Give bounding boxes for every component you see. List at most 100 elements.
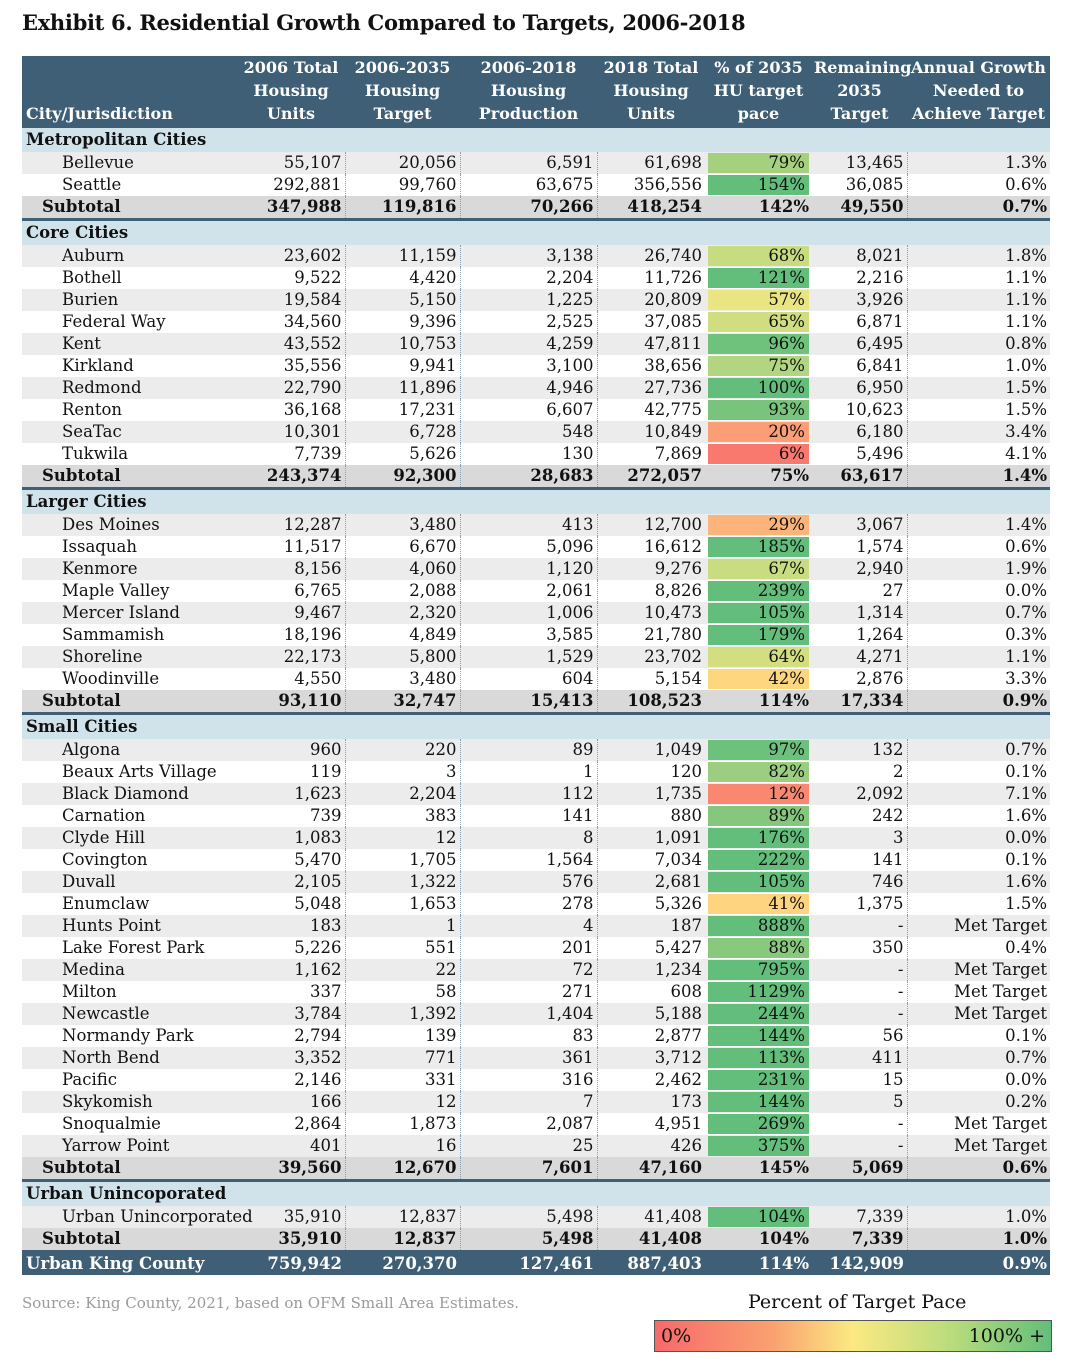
cell: 119,816 <box>345 196 461 221</box>
cell: 41,408 <box>597 1206 705 1228</box>
cell: 0.8% <box>907 333 1050 355</box>
cell: 5,188 <box>597 1003 705 1025</box>
cell: 1,264 <box>812 624 908 646</box>
pace-cell-fill: 65% <box>708 312 809 332</box>
cell: Met Target <box>907 1003 1050 1025</box>
cell: 39,560 <box>237 1157 346 1182</box>
pace-cell-fill: 795% <box>708 960 809 980</box>
cell: 1.1% <box>907 289 1050 311</box>
cell: 413 <box>460 514 598 536</box>
table-row: Federal Way 34,560 9,396 2,525 37,085 65% 6,87… <box>22 311 1050 333</box>
cell: 4,550 <box>237 668 346 690</box>
section-title: Core Cities <box>22 219 1050 245</box>
section-header: Metropolitan Cities <box>22 128 1050 152</box>
cell: 1.4% <box>907 465 1050 490</box>
cell: 183 <box>237 915 346 937</box>
table-row: Black Diamond 1,623 2,204 112 1,735 12% 2,092 7… <box>22 783 1050 805</box>
row-label: Redmond <box>22 377 237 399</box>
legend-high: 100% + <box>968 1325 1045 1347</box>
cell: 0.6% <box>907 536 1050 558</box>
cell: 4,420 <box>345 267 461 289</box>
cell: 11,159 <box>345 245 461 267</box>
cell: 1,234 <box>597 959 705 981</box>
cell: 1,529 <box>460 646 598 668</box>
row-label: Kenmore <box>22 558 237 580</box>
section-title: Small Cities <box>22 713 1050 739</box>
pace-cell-fill: 185% <box>708 537 809 557</box>
cell: 27 <box>812 580 908 602</box>
cell: 6,871 <box>812 311 908 333</box>
cell: 89 <box>460 739 598 761</box>
cell: 114% <box>705 690 812 715</box>
table-row: Tukwila 7,739 5,626 130 7,869 6% 5,496 4.1% <box>22 443 1050 465</box>
table-row: Duvall 2,105 1,322 576 2,681 105% 746 1.6% <box>22 871 1050 893</box>
table-row: SeaTac 10,301 6,728 548 10,849 20% 6,180 3.4% <box>22 421 1050 443</box>
cell: - <box>812 915 908 937</box>
cell: 6,180 <box>812 421 908 443</box>
row-label: Kent <box>22 333 237 355</box>
cell: 2,146 <box>237 1069 346 1091</box>
cell: 5,498 <box>460 1228 598 1253</box>
cell: 63,617 <box>812 465 908 490</box>
column-header: 2006 Total Housing Units <box>237 56 345 128</box>
cell: 0.9% <box>907 690 1050 715</box>
cell: 26,740 <box>597 245 705 267</box>
cell: 79% <box>705 152 812 174</box>
cell: 4 <box>460 915 598 937</box>
cell: 19,584 <box>237 289 346 311</box>
cell: 0.7% <box>907 602 1050 624</box>
pace-cell-fill: 105% <box>708 872 809 892</box>
cell: 108,523 <box>597 690 705 715</box>
column-header: % of 2035 HU target pace <box>705 56 812 128</box>
cell: 1.9% <box>907 558 1050 580</box>
pace-cell-fill: 68% <box>708 246 809 266</box>
cell: 9,396 <box>345 311 461 333</box>
cell: 5,226 <box>237 937 346 959</box>
cell: 3,784 <box>237 1003 346 1025</box>
cell: 1,705 <box>345 849 461 871</box>
cell: 337 <box>237 981 346 1003</box>
cell: 5,154 <box>597 668 705 690</box>
cell: 1,314 <box>812 602 908 624</box>
cell: 93% <box>705 399 812 421</box>
cell: 231% <box>705 1069 812 1091</box>
table-row: Beaux Arts Village 119 3 1 120 82% 2 0.1% <box>22 761 1050 783</box>
row-label: Federal Way <box>22 311 237 333</box>
row-label: Urban King County <box>22 1250 237 1275</box>
row-label: Sammamish <box>22 624 237 646</box>
subtotal-row: Subtotal 35,910 12,837 5,498 41,408 104% 7,339… <box>22 1228 1050 1253</box>
row-label: Subtotal <box>22 465 237 490</box>
cell: 22,790 <box>237 377 346 399</box>
cell: 67% <box>705 558 812 580</box>
cell: 3,067 <box>812 514 908 536</box>
cell: 739 <box>237 805 346 827</box>
cell: 1,735 <box>597 783 705 805</box>
row-label: North Bend <box>22 1047 237 1069</box>
cell: 132 <box>812 739 908 761</box>
table-row: Snoqualmie 2,864 1,873 2,087 4,951 269% - Met T… <box>22 1113 1050 1135</box>
cell: 15,413 <box>460 690 598 715</box>
cell: 142,909 <box>812 1250 907 1275</box>
cell: 3 <box>345 761 461 783</box>
cell: 166 <box>237 1091 346 1113</box>
table-row: Kenmore 8,156 4,060 1,120 9,276 67% 2,940 1.9% <box>22 558 1050 580</box>
cell: 5,427 <box>597 937 705 959</box>
cell: 0.6% <box>907 1157 1050 1182</box>
row-label: Woodinville <box>22 668 237 690</box>
cell: 75% <box>705 355 812 377</box>
cell: 144% <box>705 1025 812 1047</box>
cell: 5,326 <box>597 893 705 915</box>
cell: - <box>812 1003 908 1025</box>
cell: - <box>812 981 908 1003</box>
cell: 9,467 <box>237 602 346 624</box>
cell: 12,287 <box>237 514 346 536</box>
pace-cell-fill: 42% <box>708 669 809 689</box>
pace-cell-fill: 375% <box>708 1136 809 1156</box>
cell: 411 <box>812 1047 908 1069</box>
row-label: Lake Forest Park <box>22 937 237 959</box>
cell: 12,670 <box>345 1157 461 1182</box>
cell: 22,173 <box>237 646 346 668</box>
cell: 271 <box>460 981 598 1003</box>
table-row: North Bend 3,352 771 361 3,712 113% 411 0.7% <box>22 1047 1050 1069</box>
row-label: Bellevue <box>22 152 237 174</box>
